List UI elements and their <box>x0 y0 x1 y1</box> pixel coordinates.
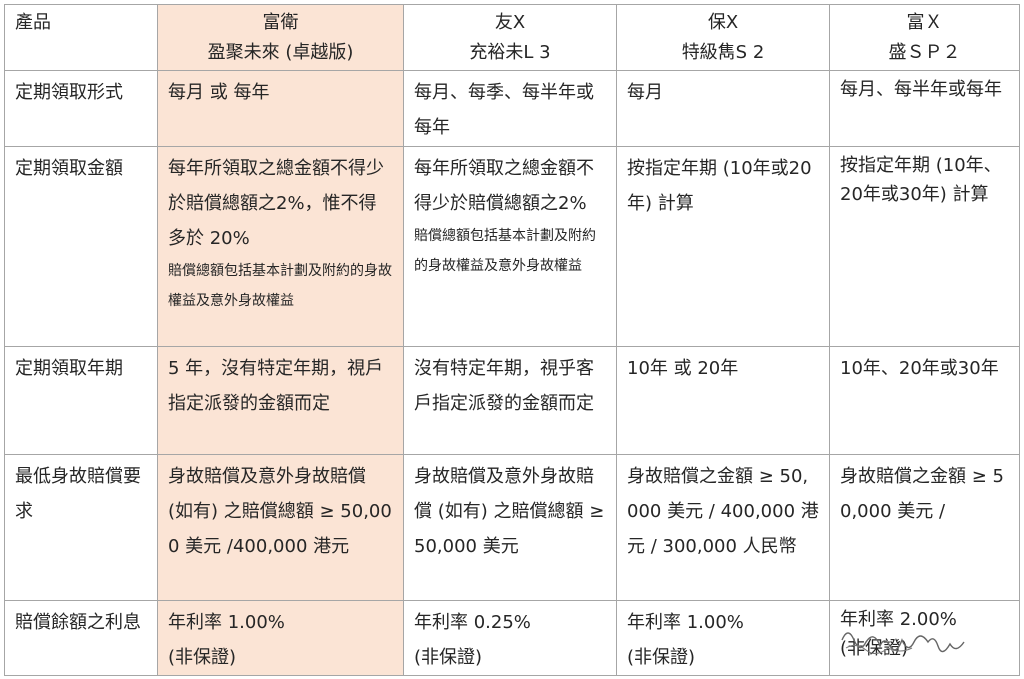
table-row: 賠償餘額之利息 年利率 1.00% (非保證) 年利率 0.25% (非保證) 年利… <box>4 600 1020 676</box>
cell-note: 賠償總額包括基本計劃及附約的身故權益及意外身故權益 <box>168 263 392 309</box>
header-fwd-line1: 富衛 <box>262 12 299 33</box>
table-cell: 10年 或 20年 <box>616 346 830 455</box>
table-cell: 身故賠償之金額 ≥ 50,000 美元 / 400,000 港元 / 300,0… <box>616 454 830 601</box>
table-cell: 每月、每季、每半年或每年 <box>403 70 617 147</box>
header-fwd: 富衛盈聚未來 (卓越版) <box>157 4 404 71</box>
table-cell: 身故賠償及意外身故賠償 (如有) 之賠償總額 ≥ 50,000 美元 <box>403 454 617 601</box>
table-cell: 每月、每半年或每年 <box>829 70 1020 147</box>
header-bo-line1: 保X <box>707 12 739 33</box>
table-cell: 身故賠償及意外身故賠償 (如有) 之賠償總額 ≥ 50,000 美元 /400,… <box>157 454 404 601</box>
cell-text: 年利率 0.25% <box>414 612 531 633</box>
header-bo: 保X 特級雋S 2 <box>616 4 830 71</box>
header-aia: 友X 充裕未L 3 <box>403 4 617 71</box>
header-fu-line1: 富Ｘ <box>906 12 943 33</box>
row-label: 定期領取金額 <box>4 146 158 347</box>
cell-note: 賠償總額包括基本計劃及附約的身故權益及意外身故權益 <box>414 228 596 274</box>
header-aia-line2: 充裕未L 3 <box>469 42 551 63</box>
table-cell: 年利率 1.00% (非保證) <box>616 600 830 676</box>
cell-text: 每年所領取之總金額不得少於賠償總額之2%，惟不得多於 20% <box>168 158 384 249</box>
cell-text: 年利率 1.00% <box>627 612 744 633</box>
table-row: 定期領取年期 5 年，沒有特定年期，視戶指定派發的金額而定 沒有特定年期，視乎客… <box>4 346 1020 455</box>
table-cell: 按指定年期 (10年或20年) 計算 <box>616 146 830 347</box>
header-row: 產品 富衛盈聚未來 (卓越版) 友X 充裕未L 3 保X 特級雋S 2 富Ｘ 盛ＳＰ２ <box>4 4 1020 71</box>
cell-sub: (非保證) <box>840 638 909 659</box>
table-cell: 每月 或 每年 <box>157 70 404 147</box>
header-fwd-line2: 盈聚未來 (卓越版) <box>207 42 354 63</box>
header-fu-line2: 盛ＳＰ２ <box>888 42 961 63</box>
table-cell: 沒有特定年期，視乎客戶指定派發的金額而定 <box>403 346 617 455</box>
table-cell: 5 年，沒有特定年期，視戶指定派發的金額而定 <box>157 346 404 455</box>
table-row: 定期領取形式 每月 或 每年 每月、每季、每半年或每年 每月 每月、每半年或每年 <box>4 70 1020 147</box>
table-cell: 每月 <box>616 70 830 147</box>
table-row: 最低身故賠償要求 身故賠償及意外身故賠償 (如有) 之賠償總額 ≥ 50,000… <box>4 454 1020 601</box>
row-label: 定期領取形式 <box>4 70 158 147</box>
comparison-table: 產品 富衛盈聚未來 (卓越版) 友X 充裕未L 3 保X 特級雋S 2 富Ｘ 盛ＳＰ２… <box>4 4 1020 676</box>
row-label: 賠償餘額之利息 <box>4 600 158 676</box>
header-aia-line1: 友X <box>494 12 526 33</box>
header-product: 產品 <box>4 4 158 71</box>
cell-sub: (非保證) <box>627 647 696 668</box>
cell-sub: (非保證) <box>414 647 483 668</box>
row-label: 定期領取年期 <box>4 346 158 455</box>
table-cell: 年利率 1.00% (非保證) <box>157 600 404 676</box>
table-cell: 年利率 2.00% (非保證) <box>829 600 1020 676</box>
cell-text: 年利率 1.00% <box>168 612 285 633</box>
row-label: 最低身故賠償要求 <box>4 454 158 601</box>
cell-sub: (非保證) <box>168 647 237 668</box>
header-product-label: 產品 <box>15 12 51 33</box>
table-cell: 10年、20年或30年 <box>829 346 1020 455</box>
header-fu: 富Ｘ 盛ＳＰ２ <box>829 4 1020 71</box>
cell-text: 每年所領取之總金額不得少於賠償總額之2% <box>414 158 594 214</box>
table-cell: 每年所領取之總金額不得少於賠償總額之2%，惟不得多於 20% 賠償總額包括基本計… <box>157 146 404 347</box>
table-cell: 每年所領取之總金額不得少於賠償總額之2% 賠償總額包括基本計劃及附約的身故權益及… <box>403 146 617 347</box>
table-cell: 身故賠償之金額 ≥ 50,000 美元 / <box>829 454 1020 601</box>
table-row: 定期領取金額 每年所領取之總金額不得少於賠償總額之2%，惟不得多於 20% 賠償… <box>4 146 1020 347</box>
cell-text: 年利率 2.00% <box>840 609 957 630</box>
table-cell: 按指定年期 (10年、20年或30年) 計算 <box>829 146 1020 347</box>
table-cell: 年利率 0.25% (非保證) <box>403 600 617 676</box>
header-bo-line2: 特級雋S 2 <box>681 42 765 63</box>
